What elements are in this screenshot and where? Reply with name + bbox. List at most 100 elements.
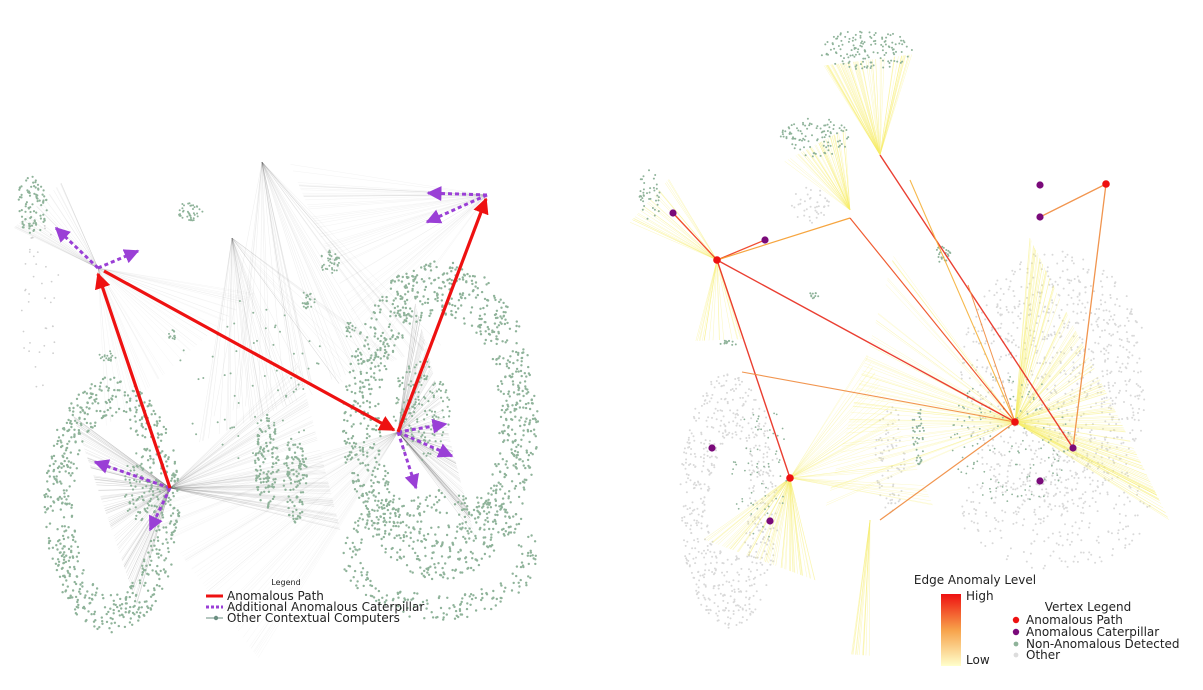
node-dot <box>1017 346 1020 349</box>
node-dot <box>267 470 270 473</box>
node-dot <box>685 491 688 494</box>
left-scattered <box>179 300 321 460</box>
node-dot <box>1125 454 1128 456</box>
node-dot <box>525 451 529 454</box>
node-dot <box>1102 375 1104 378</box>
node-dot <box>411 571 414 574</box>
node-dot <box>1038 301 1041 304</box>
node-dot <box>309 292 312 295</box>
node-dot <box>1059 535 1062 538</box>
node-dot <box>109 594 113 597</box>
node-dot <box>521 351 524 355</box>
node-dot <box>695 484 697 487</box>
context-edge <box>169 487 331 492</box>
node-dot <box>450 309 453 313</box>
node-dot <box>410 380 413 383</box>
node-dot <box>497 462 500 466</box>
node-dot <box>1040 408 1043 411</box>
node-dot <box>350 456 354 459</box>
node-dot <box>1062 401 1065 404</box>
node-dot <box>385 521 388 524</box>
node-dot <box>58 551 62 554</box>
node-dot <box>1060 405 1063 408</box>
node-dot <box>150 559 153 562</box>
node-dot <box>1048 283 1051 286</box>
node-dot <box>483 528 486 531</box>
node-dot <box>1071 457 1074 460</box>
node-dot <box>139 510 142 514</box>
node-dot <box>171 512 175 515</box>
node-dot <box>378 601 381 604</box>
node-dot <box>35 211 38 214</box>
node-dot <box>75 605 79 609</box>
node-dot <box>123 625 127 629</box>
context-edge <box>94 479 171 489</box>
node-dot <box>389 500 392 503</box>
node-dot <box>454 311 458 314</box>
node-dot <box>389 512 392 515</box>
node-dot <box>508 490 511 493</box>
node-dot <box>1049 278 1052 281</box>
node-dot <box>499 315 502 318</box>
node-dot <box>137 619 140 622</box>
context-edge <box>113 487 171 537</box>
node-dot <box>460 268 464 271</box>
node-dot <box>412 514 415 517</box>
node-dot <box>412 269 415 273</box>
node-dot <box>344 461 347 464</box>
node-dot <box>238 300 241 302</box>
node-dot <box>1035 322 1038 325</box>
node-dot <box>995 291 998 294</box>
node-dot <box>382 503 385 507</box>
context-edge <box>351 194 488 313</box>
node-dot <box>1126 337 1129 340</box>
node-dot <box>446 272 449 275</box>
node-dot <box>122 615 125 619</box>
node-dot <box>265 445 268 448</box>
node-dot <box>368 387 371 391</box>
node-dot <box>709 456 711 459</box>
context-edge <box>397 321 421 433</box>
node-dot <box>102 597 105 600</box>
node-dot <box>414 551 417 555</box>
node-dot <box>402 539 405 543</box>
node-dot <box>504 341 507 344</box>
node-dot <box>1009 280 1012 283</box>
node-dot <box>432 551 435 554</box>
node-dot <box>693 508 696 511</box>
node-dot <box>728 431 731 434</box>
node-dot <box>1023 468 1025 471</box>
node-dot <box>90 383 93 386</box>
node-dot <box>696 507 699 510</box>
context-edge <box>169 384 304 489</box>
left-ring-west <box>43 376 181 634</box>
node-dot <box>1025 560 1028 563</box>
node-dot <box>33 220 36 223</box>
context-edge <box>261 161 376 366</box>
node-dot <box>1010 486 1013 489</box>
node-dot <box>1026 267 1029 270</box>
node-dot <box>404 531 407 534</box>
node-dot <box>467 512 471 516</box>
node-dot <box>960 373 963 376</box>
node-dot <box>169 520 173 523</box>
node-dot <box>1077 322 1080 325</box>
node-dot <box>505 521 508 525</box>
node-dot <box>531 417 535 421</box>
node-dot <box>1086 452 1089 455</box>
node-dot <box>389 315 392 318</box>
node-dot <box>366 336 369 339</box>
context-edge <box>74 419 171 489</box>
node-dot <box>1090 350 1093 353</box>
node-dot <box>70 402 73 405</box>
node-dot <box>20 196 23 199</box>
node-dot <box>394 514 397 518</box>
node-dot <box>436 501 439 504</box>
node-dot <box>138 496 141 499</box>
node-dot <box>42 199 45 202</box>
node-dot <box>60 462 64 466</box>
node-dot <box>71 589 75 592</box>
node-dot <box>481 596 484 600</box>
node-dot <box>524 466 527 470</box>
node-dot <box>376 528 379 531</box>
